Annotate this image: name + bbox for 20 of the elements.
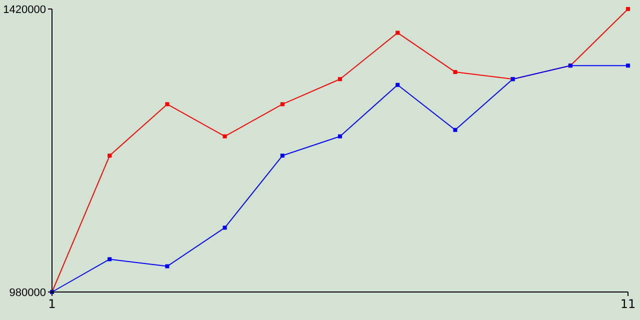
point (280, 102, 284, 106)
x-tick-label: 11 (620, 297, 636, 311)
point (338, 134, 342, 138)
point (338, 77, 342, 82)
point (165, 264, 170, 268)
point (222, 134, 227, 138)
x-tick-label: 1 (48, 297, 56, 311)
point (396, 30, 400, 35)
point (453, 128, 458, 132)
point (626, 7, 630, 11)
point (222, 226, 227, 230)
point (165, 102, 170, 106)
point (453, 70, 458, 74)
point (280, 154, 284, 158)
point (626, 64, 630, 68)
point (108, 257, 112, 262)
y-tick-label: 1420000 (3, 4, 46, 16)
y-tick-label: 980000 (9, 286, 46, 299)
point (108, 154, 112, 158)
point (396, 82, 400, 87)
